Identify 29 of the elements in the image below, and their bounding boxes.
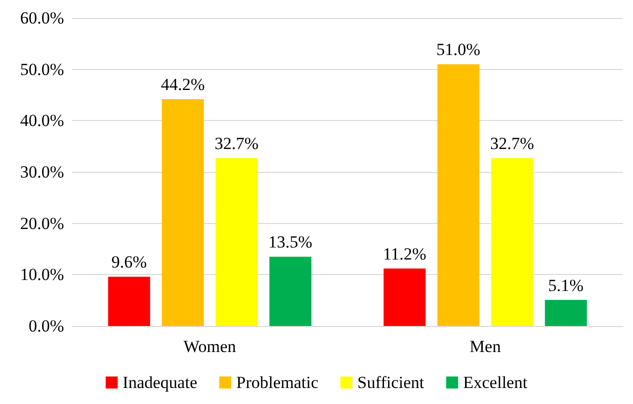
y-tick-label: 30.0% xyxy=(20,162,64,182)
data-label: 51.0% xyxy=(436,40,480,60)
bar xyxy=(437,64,480,326)
data-label: 5.1% xyxy=(548,276,584,295)
legend-label: Inadequate xyxy=(122,373,198,392)
y-tick-label: 50.0% xyxy=(20,60,64,79)
bar xyxy=(108,276,150,326)
y-tick-label: 60.0% xyxy=(20,8,64,28)
data-label: 9.6% xyxy=(111,252,147,272)
y-tick-label: 20.0% xyxy=(20,214,64,233)
bar xyxy=(544,300,587,326)
x-tick-label: Women xyxy=(184,337,236,356)
legend-label: Excellent xyxy=(463,373,528,392)
bar xyxy=(384,268,426,326)
x-tick-label: Men xyxy=(470,337,502,356)
bar xyxy=(216,158,258,326)
bar xyxy=(269,256,312,326)
bar xyxy=(162,99,204,326)
data-label: 11.2% xyxy=(382,244,426,264)
y-tick-label: 40.0% xyxy=(20,111,64,130)
data-label: 32.7% xyxy=(490,134,534,154)
data-label: 32.7% xyxy=(214,134,259,154)
y-tick-label: 10.0% xyxy=(20,265,64,284)
data-label: 44.2% xyxy=(160,75,205,94)
y-tick-label: 0.0% xyxy=(28,316,64,336)
legend-label: Sufficient xyxy=(357,373,424,392)
legend-label: Problematic xyxy=(236,373,319,392)
data-label: 13.5% xyxy=(268,232,312,252)
bar xyxy=(491,158,534,326)
